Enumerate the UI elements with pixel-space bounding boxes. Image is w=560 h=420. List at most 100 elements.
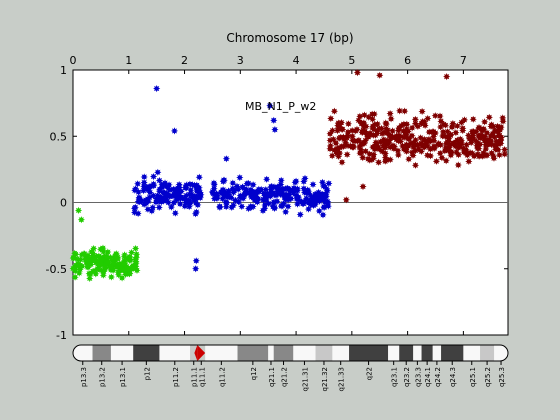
data-point [287, 195, 295, 203]
data-point [135, 193, 143, 202]
data-point [319, 182, 328, 190]
x-tick-label: 4 [293, 54, 300, 67]
data-point [482, 141, 490, 149]
data-point [269, 203, 277, 211]
data-point [135, 198, 144, 206]
outlier-point [443, 73, 451, 81]
data-point [436, 112, 444, 120]
data-point [386, 110, 394, 118]
band-label: q24.3 [449, 367, 457, 387]
x-tick-label: 6 [404, 54, 411, 67]
data-point [251, 196, 259, 204]
data-point [481, 132, 489, 141]
data-point [327, 114, 335, 123]
data-point [104, 248, 112, 256]
data-point [370, 110, 378, 118]
data-point [492, 143, 500, 151]
data-point [325, 179, 333, 188]
data-point [396, 107, 404, 115]
band-label: q22 [366, 367, 374, 380]
data-point [252, 190, 260, 198]
data-point [181, 202, 189, 210]
data-point [128, 248, 136, 257]
data-point [131, 203, 139, 211]
data-point [499, 117, 507, 125]
y-tick-label: 0 [60, 197, 67, 210]
ideogram-bands [73, 345, 508, 361]
ideogram-band [399, 345, 414, 361]
data-point [234, 185, 242, 193]
band-label: q21.2 [281, 367, 289, 387]
data-point [267, 183, 275, 191]
data-point [131, 186, 139, 194]
data-point [425, 128, 433, 136]
data-point [134, 180, 142, 188]
y-tick-label: -1 [56, 329, 67, 342]
data-point [71, 267, 79, 275]
data-point [210, 181, 218, 189]
x-tick-label: 5 [348, 54, 355, 67]
data-point [423, 139, 431, 147]
data-point [444, 147, 452, 155]
data-series [130, 85, 205, 273]
data-point [177, 187, 185, 195]
ideogram-band [432, 345, 442, 361]
data-point [247, 186, 255, 194]
data-point [132, 253, 141, 261]
chart-title: Chromosome 17 (bp) [226, 31, 353, 45]
data-point [129, 262, 137, 271]
ideogram-band [273, 345, 294, 361]
data-point [467, 139, 475, 147]
data-point [349, 136, 357, 144]
data-point [84, 259, 92, 267]
chromosome-ideogram: p13.3 p13.2 p13.1 p12 p11.2 p11.1 q11.1 q11.2 q1… [72, 344, 509, 391]
data-point [292, 177, 300, 185]
data-point [405, 155, 413, 163]
data-point [326, 130, 334, 138]
data-point [274, 185, 282, 193]
data-point [293, 200, 302, 208]
data-point [432, 157, 440, 165]
data-point [373, 120, 382, 128]
data-point [485, 113, 493, 121]
data-point [382, 125, 390, 133]
band-label: q24.1 [424, 367, 432, 387]
band-label: p11.1 [191, 367, 199, 387]
data-point [356, 112, 364, 120]
data-point [182, 181, 190, 189]
data-point [140, 173, 148, 181]
data-point [71, 273, 79, 281]
data-point [411, 119, 419, 127]
data-point [446, 130, 455, 138]
ideogram-band [463, 345, 481, 361]
data-point [418, 107, 426, 116]
ideogram-band [494, 345, 508, 361]
band-label: q11.1 [198, 367, 206, 387]
data-point [209, 190, 217, 198]
data-point [487, 122, 495, 131]
data-point [369, 122, 377, 130]
band-label: q23.1 [391, 367, 399, 387]
data-point [71, 249, 79, 257]
data-point [417, 141, 425, 149]
data-point [158, 183, 166, 191]
data-point [148, 182, 156, 190]
outlier-point [170, 127, 179, 135]
data-point [298, 198, 306, 206]
data-point [353, 125, 361, 133]
data-point [171, 209, 179, 217]
outlier-point [353, 69, 361, 77]
band-label: q25.2 [484, 367, 492, 387]
data-point [185, 196, 193, 204]
data-point [387, 115, 395, 123]
data-series [69, 206, 141, 283]
data-point [501, 150, 509, 158]
ideogram-band [388, 345, 400, 361]
data-point [392, 132, 401, 140]
data-point [116, 266, 124, 274]
data-point [373, 129, 381, 138]
data-point [431, 112, 439, 120]
data-point [86, 274, 94, 283]
data-point [150, 173, 158, 181]
band-label: q21.32 [321, 367, 329, 391]
